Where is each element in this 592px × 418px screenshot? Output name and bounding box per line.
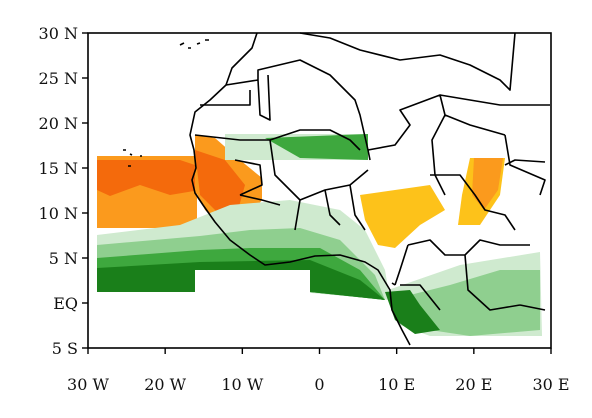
north-coastline (299, 32, 516, 91)
west-coast-core (195, 150, 245, 215)
x-tick-label: 30 W (67, 375, 109, 394)
x-tick-label: 20 W (144, 375, 186, 394)
sahel-green-core (265, 134, 368, 160)
y-tick-label: 20 N (39, 114, 78, 133)
cape-verde-islands (123, 149, 142, 167)
congo-green-dark (385, 290, 440, 334)
x-tick-label: 0 (314, 375, 324, 394)
y-tick-label: 15 N (39, 159, 78, 178)
central-yellow (360, 185, 445, 248)
x-axis: 30 W 20 W 10 W 0 10 E 20 E 30 E (67, 348, 570, 394)
canary-islands (179, 39, 209, 49)
y-axis: 30 N 25 N 20 N 15 N 10 N 5 N EQ 5 S (39, 24, 88, 358)
country-borders (194, 59, 550, 311)
y-tick-label: EQ (53, 294, 78, 313)
y-tick-label: 5 N (49, 249, 78, 268)
y-tick-label: 10 N (39, 204, 78, 223)
y-tick-label: 5 S (52, 339, 78, 358)
y-tick-label: 25 N (39, 69, 78, 88)
bioko-island (391, 282, 396, 286)
east-orange (472, 158, 503, 210)
atlantic-orange-core (97, 160, 200, 196)
x-tick-label: 10 E (378, 375, 415, 394)
y-tick-label: 30 N (39, 24, 78, 43)
x-tick-label: 20 E (455, 375, 492, 394)
coastlines-and-borders (123, 32, 550, 346)
x-tick-label: 30 E (532, 375, 569, 394)
x-tick-label: 10 W (221, 375, 263, 394)
africa-coastline (189, 32, 411, 346)
anomaly-shading (97, 134, 542, 336)
ocean-mask-white (195, 270, 310, 320)
